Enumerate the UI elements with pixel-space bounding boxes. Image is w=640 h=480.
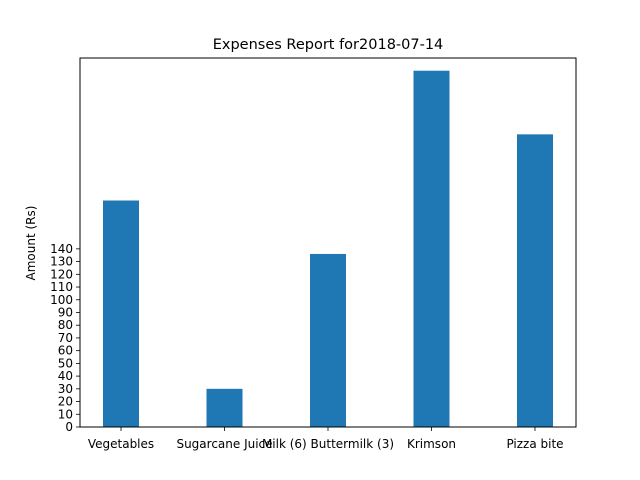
bar-2	[310, 253, 346, 427]
y-axis-label: Amount (Rs)	[24, 206, 38, 281]
y-tick-label-11: 110	[50, 280, 73, 294]
x-tick-label-4: Pizza bite	[506, 437, 563, 451]
y-tick-label-3: 30	[58, 382, 73, 396]
bar-4	[517, 134, 553, 427]
y-tick-label-13: 130	[50, 255, 73, 269]
y-tick-label-6: 60	[58, 344, 73, 358]
x-tick-label-0: Vegetables	[88, 437, 154, 451]
bar-1	[206, 388, 243, 427]
y-tick-label-1: 10	[58, 407, 73, 421]
y-tick-label-9: 90	[58, 305, 73, 319]
y-tick-label-4: 40	[58, 369, 73, 383]
y-tick-label-12: 120	[50, 267, 73, 281]
y-tick-label-14: 140	[50, 242, 73, 256]
y-tick-label-8: 80	[58, 318, 73, 332]
x-tick-label-2: Milk (6) Buttermilk (3)	[262, 437, 394, 451]
y-tick-label-0: 0	[65, 420, 73, 434]
y-tick-label-10: 100	[50, 293, 73, 307]
plot-frame	[79, 57, 577, 428]
y-tick-label-7: 70	[58, 331, 73, 345]
bar-3	[413, 70, 450, 428]
y-tick-label-2: 20	[58, 395, 73, 409]
x-tick-label-1: Sugarcane Juice	[176, 437, 272, 451]
bar-0	[103, 200, 139, 427]
chart-title: Expenses Report for2018-07-14	[213, 37, 444, 53]
y-tick-label-5: 50	[58, 356, 73, 370]
x-tick-label-3: Krimson	[407, 437, 456, 451]
bars-group	[103, 70, 553, 428]
